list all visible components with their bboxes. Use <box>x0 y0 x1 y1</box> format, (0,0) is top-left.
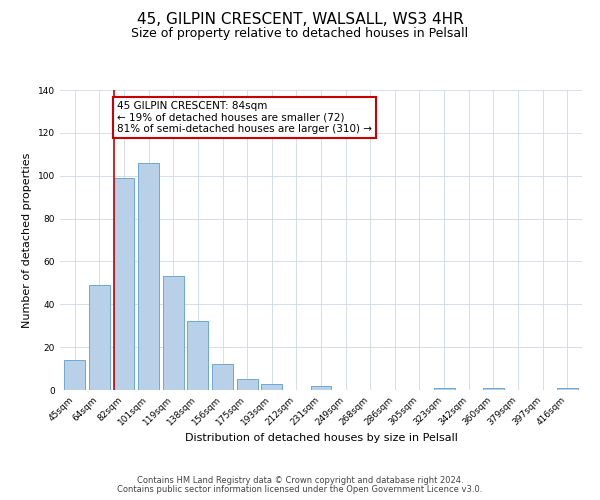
Bar <box>261 384 282 390</box>
Bar <box>557 388 578 390</box>
Bar <box>212 364 233 390</box>
Bar <box>236 380 257 390</box>
Text: 45 GILPIN CRESCENT: 84sqm
← 19% of detached houses are smaller (72)
81% of semi-: 45 GILPIN CRESCENT: 84sqm ← 19% of detac… <box>117 100 372 134</box>
Bar <box>89 285 110 390</box>
Text: Contains HM Land Registry data © Crown copyright and database right 2024.: Contains HM Land Registry data © Crown c… <box>137 476 463 485</box>
Bar <box>187 322 208 390</box>
Bar <box>434 388 455 390</box>
Y-axis label: Number of detached properties: Number of detached properties <box>22 152 32 328</box>
Text: Contains public sector information licensed under the Open Government Licence v3: Contains public sector information licen… <box>118 485 482 494</box>
Bar <box>113 178 134 390</box>
Text: Size of property relative to detached houses in Pelsall: Size of property relative to detached ho… <box>131 28 469 40</box>
Bar <box>311 386 331 390</box>
Text: 45, GILPIN CRESCENT, WALSALL, WS3 4HR: 45, GILPIN CRESCENT, WALSALL, WS3 4HR <box>137 12 463 28</box>
Bar <box>64 360 85 390</box>
Bar <box>138 163 159 390</box>
Bar <box>163 276 184 390</box>
Bar <box>483 388 504 390</box>
X-axis label: Distribution of detached houses by size in Pelsall: Distribution of detached houses by size … <box>185 432 457 442</box>
